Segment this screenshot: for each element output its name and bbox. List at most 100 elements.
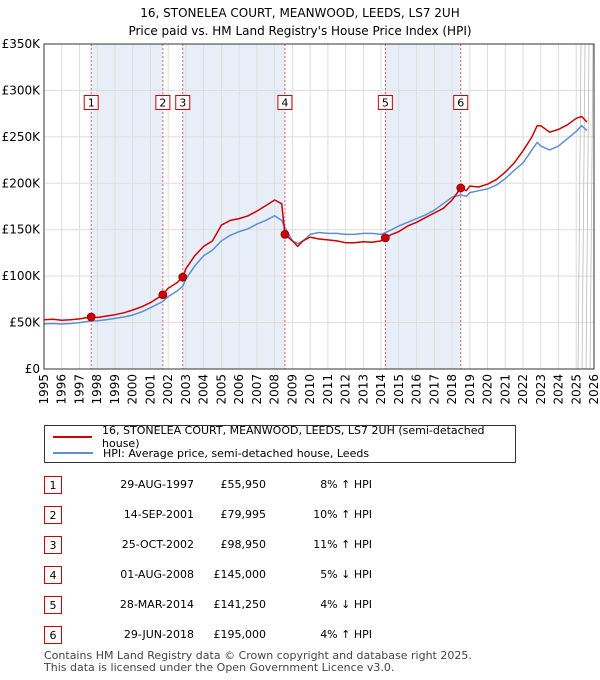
sale-marker-label: 3 xyxy=(179,97,186,110)
forecast-hatch xyxy=(581,43,586,370)
legend-label-price: 16, STONELEA COURT, MEANWOOD, LEEDS, LS7… xyxy=(102,424,485,450)
sale-price: £98,950 xyxy=(220,538,267,551)
legend-label-hpi: HPI: Average price, semi-detached house,… xyxy=(103,446,370,460)
x-tick-label: 2001 xyxy=(143,374,157,405)
sale-point xyxy=(158,290,168,300)
sale-row: 5 28-MAR-2014 £141,250 4% ↓ HPI xyxy=(44,592,484,622)
x-tick-label: 2016 xyxy=(410,374,424,405)
x-tick-label: 2000 xyxy=(126,374,140,405)
sale-point xyxy=(380,233,390,243)
legend: 16, STONELEA COURT, MEANWOOD, LEEDS, LS7… xyxy=(44,424,516,463)
sale-point xyxy=(456,183,466,193)
sale-row: 6 29-JUN-2018 £195,000 4% ↑ HPI xyxy=(44,622,484,652)
sale-marker-box xyxy=(155,95,171,110)
sale-price: £79,995 xyxy=(220,508,267,521)
sale-price: £141,250 xyxy=(213,598,267,611)
shaded-period xyxy=(385,44,461,369)
sale-row: 1 29-AUG-1997 £55,950 8% ↑ HPI xyxy=(44,472,484,502)
footer-licence: This data is licensed under the Open Gov… xyxy=(44,661,395,674)
x-tick-label: 2012 xyxy=(339,374,353,405)
x-tick-label: 2017 xyxy=(427,374,441,405)
legend-item-price: 16, STONELEA COURT, MEANWOOD, LEEDS, LS7… xyxy=(53,424,515,450)
x-tick-label: 2026 xyxy=(587,374,600,405)
sale-hpi: 4% ↓ HPI xyxy=(320,598,372,611)
sale-marker-label: 5 xyxy=(382,97,389,110)
price-paid-line xyxy=(43,115,588,322)
legend-swatch-hpi xyxy=(53,452,93,454)
sale-hpi: 8% ↑ HPI xyxy=(320,478,372,491)
sale-date: 29-AUG-1997 xyxy=(120,478,194,491)
x-tick-label: 2024 xyxy=(552,374,566,405)
y-tick-label: £100K xyxy=(2,269,42,283)
x-tick-label: 1998 xyxy=(90,374,104,405)
sale-date: 25-OCT-2002 xyxy=(121,538,194,551)
x-tick-label: 2020 xyxy=(481,374,495,405)
sales-table: 1 29-AUG-1997 £55,950 8% ↑ HPI 2 14-SEP-… xyxy=(44,472,484,652)
sale-row: 2 14-SEP-2001 £79,995 10% ↑ HPI xyxy=(44,502,484,532)
sale-number: 5 xyxy=(44,596,62,614)
x-tick-label: 1996 xyxy=(55,374,69,405)
sale-marker-label: 2 xyxy=(159,97,166,110)
sale-number: 1 xyxy=(44,476,62,494)
y-tick-label: £300K xyxy=(2,83,42,97)
x-tick-label: 1995 xyxy=(37,374,51,405)
sale-marker-label: 4 xyxy=(281,97,288,110)
sale-marker-box xyxy=(453,95,469,110)
forecast-hatch xyxy=(577,43,582,370)
x-tick-label: 2023 xyxy=(534,374,548,405)
sale-point xyxy=(86,312,96,322)
x-tick-label: 2007 xyxy=(250,374,264,405)
sale-date: 29-JUN-2018 xyxy=(123,628,194,641)
x-tick-label: 2018 xyxy=(445,374,459,405)
sale-row: 4 01-AUG-2008 £145,000 5% ↓ HPI xyxy=(44,562,484,592)
sale-number: 3 xyxy=(44,536,62,554)
x-tick-label: 2022 xyxy=(516,374,530,405)
shaded-period xyxy=(182,44,285,369)
y-tick-label: £0 xyxy=(25,362,40,376)
y-tick-label: £250K xyxy=(2,130,42,144)
sale-number: 2 xyxy=(44,506,62,524)
y-tick-label: £50K xyxy=(9,316,41,330)
x-tick-label: 2008 xyxy=(268,374,282,405)
footer: Contains HM Land Registry data © Crown c… xyxy=(44,650,472,674)
sale-hpi: 10% ↑ HPI xyxy=(313,508,372,521)
sale-date: 01-AUG-2008 xyxy=(120,568,194,581)
price-chart: 16, STONELEA COURT, MEANWOOD, LEEDS, LS7… xyxy=(2,6,600,405)
x-tick-label: 2006 xyxy=(232,374,246,405)
sale-date: 28-MAR-2014 xyxy=(119,598,194,611)
sale-marker-box xyxy=(175,95,191,110)
sale-marker-box xyxy=(277,95,293,110)
x-tick-label: 2009 xyxy=(285,374,299,405)
sale-hpi: 4% ↑ HPI xyxy=(320,628,372,641)
y-tick-label: £150K xyxy=(2,223,42,237)
x-tick-label: 2004 xyxy=(197,374,211,405)
x-tick-label: 2011 xyxy=(321,374,335,405)
sale-hpi: 11% ↑ HPI xyxy=(313,538,372,551)
x-tick-label: 2010 xyxy=(303,374,317,405)
sale-marker-label: 1 xyxy=(88,97,95,110)
sale-marker-label: 6 xyxy=(457,97,464,110)
hpi-line xyxy=(43,124,588,325)
sale-price: £55,950 xyxy=(220,478,267,491)
footer-copyright: Contains HM Land Registry data © Crown c… xyxy=(44,649,472,662)
legend-item-hpi: HPI: Average price, semi-detached house,… xyxy=(53,445,369,461)
x-tick-label: 1999 xyxy=(108,374,122,405)
chart-subtitle: Price paid vs. HM Land Registry's House … xyxy=(128,24,471,38)
sale-number: 6 xyxy=(44,626,62,644)
x-tick-label: 2019 xyxy=(463,374,477,405)
x-tick-label: 2003 xyxy=(179,374,193,405)
sale-hpi: 5% ↓ HPI xyxy=(320,568,372,581)
sale-marker-box xyxy=(377,95,393,110)
sale-price: £145,000 xyxy=(213,568,267,581)
x-tick-label: 1997 xyxy=(72,374,86,405)
sale-row: 3 25-OCT-2002 £98,950 11% ↑ HPI xyxy=(44,532,484,562)
legend-swatch-price xyxy=(53,436,93,438)
y-tick-label: £200K xyxy=(2,176,42,190)
x-tick-label: 2025 xyxy=(569,374,583,405)
sale-marker-box xyxy=(83,95,99,110)
sale-point xyxy=(178,272,188,282)
x-tick-label: 2014 xyxy=(374,374,388,405)
sale-number: 4 xyxy=(44,566,62,584)
y-tick-label: £350K xyxy=(2,37,42,51)
x-tick-label: 2021 xyxy=(498,374,512,405)
